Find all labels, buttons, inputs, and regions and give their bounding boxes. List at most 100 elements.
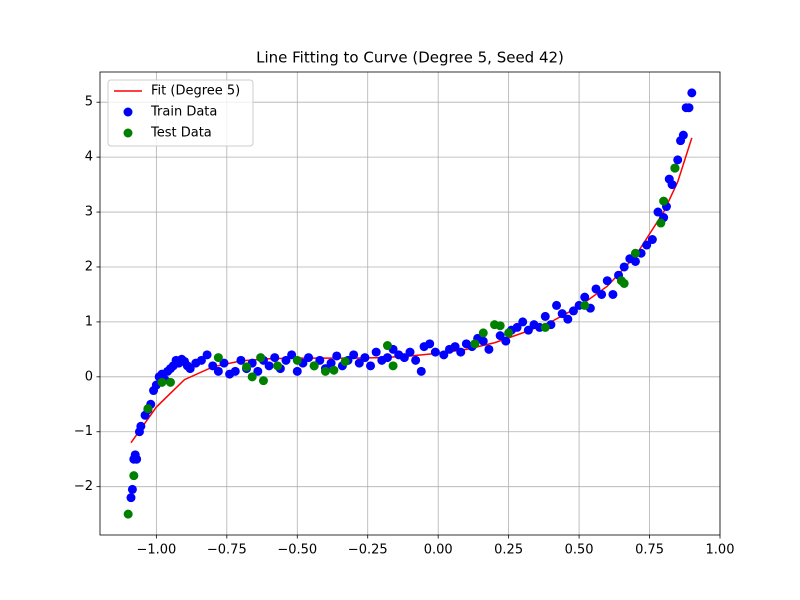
data-point — [430, 347, 440, 357]
data-point — [219, 358, 229, 368]
data-point — [411, 355, 421, 365]
data-point — [580, 292, 590, 302]
data-point — [354, 358, 364, 368]
data-point — [568, 306, 578, 316]
data-point — [143, 404, 153, 414]
data-point — [608, 289, 618, 299]
data-point — [656, 218, 666, 228]
chart-title: Line Fitting to Curve (Degree 5, Seed 42… — [256, 49, 564, 67]
x-tick-label: −0.25 — [348, 543, 388, 558]
data-point — [552, 300, 562, 310]
x-tick-label: 0.75 — [635, 543, 664, 558]
data-point — [597, 289, 607, 299]
legend-label: Test Data — [150, 126, 212, 141]
data-point — [501, 336, 511, 346]
data-point — [304, 353, 314, 363]
data-point — [185, 364, 195, 374]
data-point — [382, 353, 392, 363]
x-tick-label: −1.00 — [136, 543, 176, 558]
legend-swatch — [123, 107, 133, 117]
legend-label: Fit (Degree 5) — [151, 84, 240, 99]
data-point — [478, 336, 488, 346]
data-point — [202, 350, 212, 360]
data-point — [405, 347, 415, 357]
plot-area — [123, 88, 697, 519]
data-point — [684, 103, 694, 113]
data-point — [242, 362, 252, 372]
data-point — [540, 322, 550, 332]
data-point — [580, 300, 590, 310]
data-point — [236, 355, 246, 365]
data-point — [439, 350, 449, 360]
data-point — [591, 284, 601, 294]
data-point — [136, 421, 146, 431]
data-point — [320, 366, 330, 376]
data-point — [673, 155, 683, 165]
data-point — [518, 317, 528, 327]
x-tick-label: 0.25 — [494, 543, 523, 558]
data-point — [127, 484, 137, 494]
data-point — [512, 322, 522, 332]
y-tick-label: −2 — [74, 479, 93, 494]
data-point — [264, 361, 274, 371]
y-tick-label: 0 — [85, 369, 93, 384]
data-point — [388, 361, 398, 371]
data-point — [653, 207, 663, 217]
data-point — [213, 353, 223, 363]
x-tick-label: 0.00 — [424, 543, 453, 558]
legend-swatch — [123, 128, 133, 138]
data-point — [196, 355, 206, 365]
data-point — [470, 339, 480, 349]
data-point — [213, 366, 223, 376]
y-tick-label: −1 — [74, 424, 93, 439]
data-point — [258, 376, 268, 386]
data-point — [504, 328, 514, 338]
y-tick-label: 1 — [85, 314, 93, 329]
data-point — [366, 361, 376, 371]
data-point — [123, 509, 133, 519]
data-point — [456, 347, 466, 357]
data-point — [332, 351, 342, 361]
data-point — [256, 353, 266, 363]
x-tick-label: −0.75 — [207, 543, 247, 558]
data-point — [129, 471, 139, 481]
data-point — [349, 350, 359, 360]
data-point — [340, 356, 350, 366]
data-point — [326, 358, 336, 368]
data-point — [619, 278, 629, 288]
data-point — [670, 163, 680, 173]
data-point — [273, 361, 283, 371]
data-point — [687, 88, 697, 98]
data-point — [450, 342, 460, 352]
legend-box — [107, 79, 254, 147]
data-point — [281, 355, 291, 365]
data-point — [667, 180, 677, 190]
data-point — [630, 256, 640, 266]
data-point — [132, 454, 142, 464]
data-point — [540, 311, 550, 321]
data-point — [360, 353, 370, 363]
data-point — [563, 314, 573, 324]
data-point — [642, 240, 652, 250]
data-point — [659, 196, 669, 206]
y-tick-label: 5 — [85, 95, 93, 110]
data-point — [557, 309, 567, 319]
axes-frame — [99, 71, 721, 536]
data-point — [416, 366, 426, 376]
data-point — [157, 377, 167, 387]
legend-label: Train Data — [150, 105, 217, 120]
data-point — [165, 377, 175, 387]
data-point — [371, 347, 381, 357]
data-point — [126, 493, 136, 503]
data-point — [208, 361, 218, 371]
data-point — [329, 365, 339, 375]
data-point — [292, 366, 302, 376]
legend: Fit (Degree 5) Train Data Test Data — [107, 79, 254, 147]
data-point — [630, 248, 640, 258]
x-tick-label: 1.00 — [706, 543, 735, 558]
data-point — [399, 353, 409, 363]
data-point — [602, 276, 612, 286]
data-point — [230, 366, 240, 376]
